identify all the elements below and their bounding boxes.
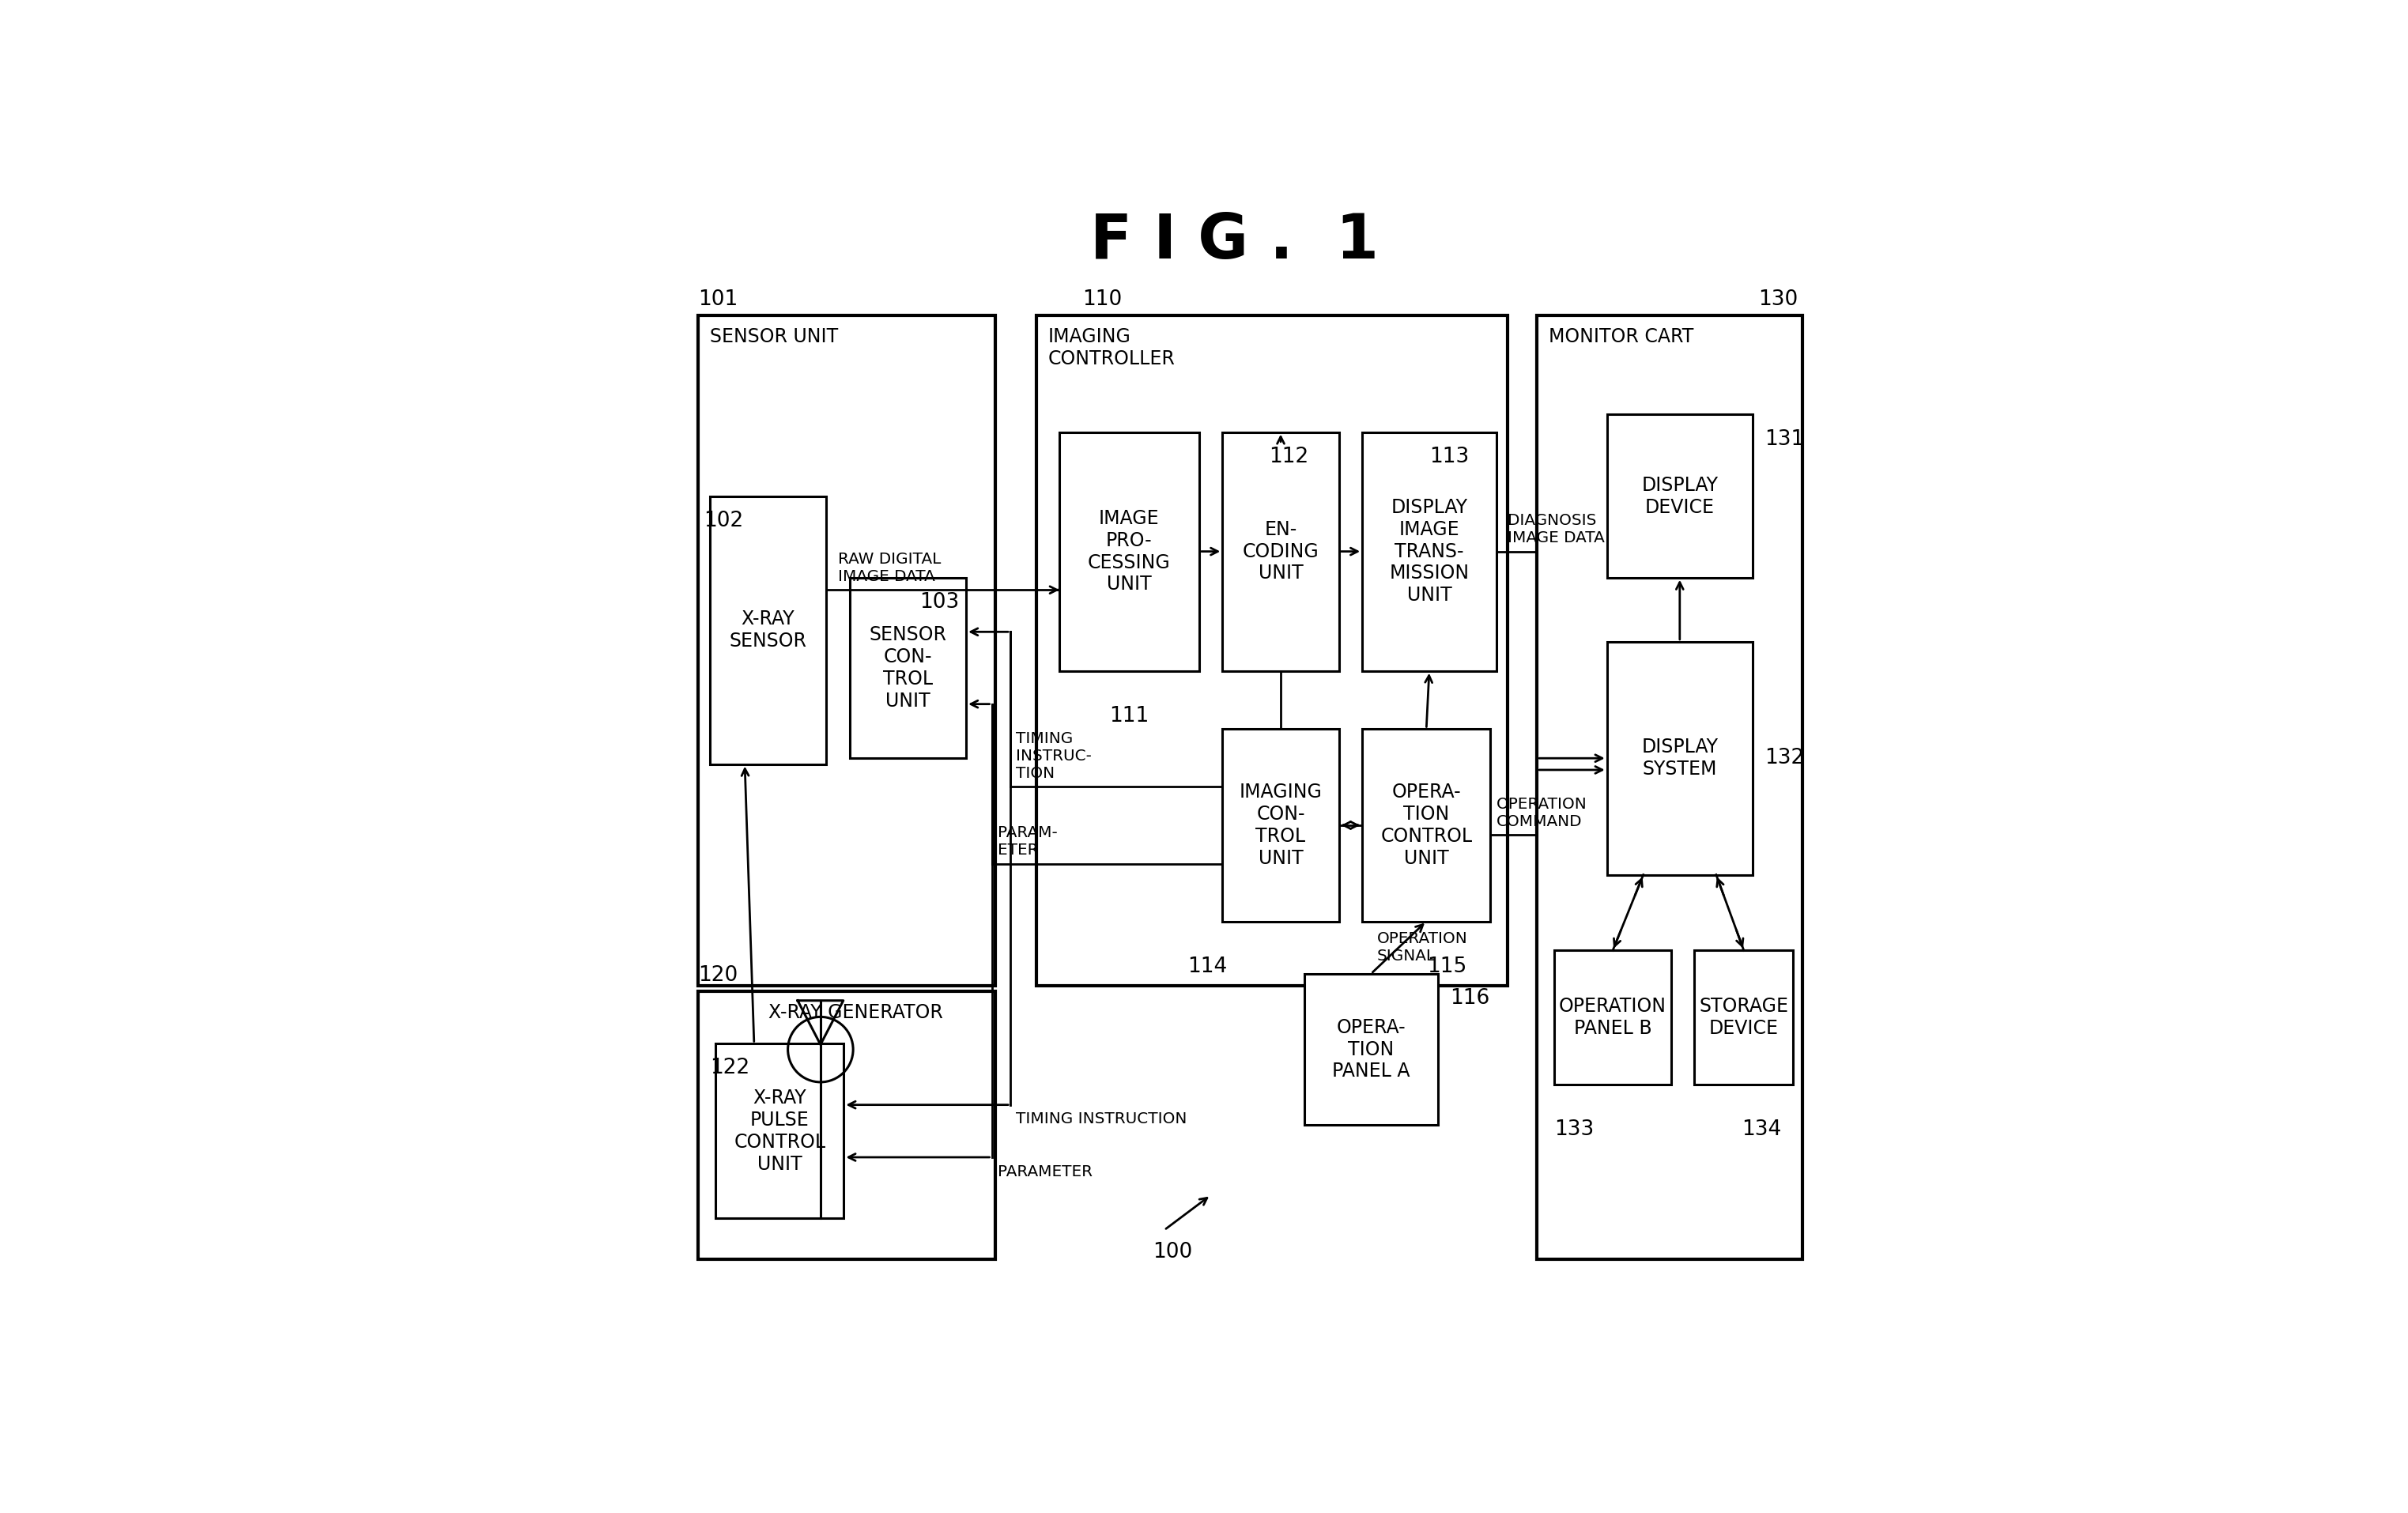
Text: 130: 130: [1758, 289, 1799, 310]
Text: 122: 122: [710, 1058, 749, 1079]
Text: DISPLAY
IMAGE
TRANS-
MISSION
UNIT: DISPLAY IMAGE TRANS- MISSION UNIT: [1389, 498, 1469, 605]
Bar: [1363, 433, 1495, 670]
Bar: [1060, 433, 1199, 670]
Text: IMAGING
CONTROLLER: IMAGING CONTROLLER: [1047, 327, 1175, 368]
Text: EN-
CODING
UNIT: EN- CODING UNIT: [1243, 520, 1320, 583]
Bar: [1536, 316, 1804, 1259]
Bar: [1606, 415, 1753, 578]
Text: SENSOR UNIT: SENSOR UNIT: [710, 327, 838, 346]
Text: 110: 110: [1084, 289, 1122, 310]
Text: OPERA-
TION
CONTROL
UNIT: OPERA- TION CONTROL UNIT: [1380, 782, 1471, 867]
Text: 116: 116: [1450, 988, 1491, 1009]
Text: 111: 111: [1110, 705, 1149, 726]
Text: 134: 134: [1741, 1120, 1782, 1139]
Text: 115: 115: [1428, 956, 1466, 977]
Bar: [698, 991, 995, 1259]
Text: MONITOR CART: MONITOR CART: [1548, 327, 1693, 346]
Bar: [1363, 729, 1491, 921]
Bar: [1695, 950, 1794, 1085]
Text: TIMING
INSTRUC-
TION: TIMING INSTRUC- TION: [1016, 731, 1091, 781]
Text: 103: 103: [920, 592, 958, 613]
Text: DISPLAY
SYSTEM: DISPLAY SYSTEM: [1642, 738, 1717, 779]
Bar: [715, 1044, 843, 1218]
Text: OPERA-
TION
PANEL A: OPERA- TION PANEL A: [1332, 1018, 1411, 1080]
Text: 102: 102: [703, 510, 744, 531]
Text: IMAGE
PRO-
CESSING
UNIT: IMAGE PRO- CESSING UNIT: [1088, 508, 1170, 595]
Text: 133: 133: [1556, 1120, 1594, 1139]
Text: DIAGNOSIS
IMAGE DATA: DIAGNOSIS IMAGE DATA: [1507, 513, 1606, 546]
Text: PARAM-
ETER: PARAM- ETER: [997, 826, 1057, 858]
Text: RAW DIGITAL
IMAGE DATA: RAW DIGITAL IMAGE DATA: [838, 552, 942, 584]
Text: TIMING INSTRUCTION: TIMING INSTRUCTION: [1016, 1112, 1187, 1127]
Text: 131: 131: [1765, 430, 1804, 449]
Text: F I G .  1: F I G . 1: [1091, 210, 1377, 271]
Text: OPERATION
SIGNAL: OPERATION SIGNAL: [1377, 932, 1466, 964]
Text: 112: 112: [1269, 446, 1310, 468]
Bar: [1223, 729, 1339, 921]
Text: X-RAY
SENSOR: X-RAY SENSOR: [730, 610, 807, 651]
Bar: [1305, 974, 1438, 1126]
Text: SENSOR
CON-
TROL
UNIT: SENSOR CON- TROL UNIT: [869, 625, 946, 711]
Bar: [850, 578, 966, 758]
Bar: [1035, 316, 1507, 985]
Text: 100: 100: [1153, 1242, 1192, 1262]
Bar: [1556, 950, 1671, 1085]
Text: X-RAY GENERATOR: X-RAY GENERATOR: [768, 1003, 942, 1021]
Text: X-RAY
PULSE
CONTROL
UNIT: X-RAY PULSE CONTROL UNIT: [734, 1088, 826, 1174]
Text: 114: 114: [1187, 956, 1228, 977]
Text: 120: 120: [698, 965, 737, 985]
Text: STORAGE
DEVICE: STORAGE DEVICE: [1700, 997, 1789, 1038]
Text: 132: 132: [1765, 747, 1804, 769]
Text: OPERATION
COMMAND: OPERATION COMMAND: [1495, 797, 1587, 829]
Text: 113: 113: [1430, 446, 1469, 468]
Bar: [1606, 642, 1753, 875]
Bar: [1223, 433, 1339, 670]
Text: DISPLAY
DEVICE: DISPLAY DEVICE: [1642, 475, 1717, 516]
Text: 101: 101: [698, 289, 737, 310]
Bar: [698, 316, 995, 985]
Text: PARAMETER: PARAMETER: [997, 1163, 1093, 1179]
Text: IMAGING
CON-
TROL
UNIT: IMAGING CON- TROL UNIT: [1240, 782, 1322, 867]
Bar: [710, 496, 826, 764]
Text: OPERATION
PANEL B: OPERATION PANEL B: [1558, 997, 1666, 1038]
